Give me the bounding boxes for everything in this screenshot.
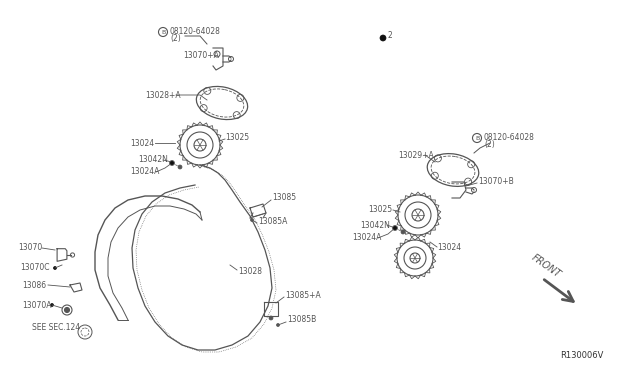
Circle shape — [178, 165, 182, 169]
Circle shape — [51, 304, 54, 307]
Circle shape — [250, 218, 253, 221]
Text: 13070A: 13070A — [22, 301, 51, 310]
Text: (2): (2) — [170, 33, 180, 42]
Text: 13028: 13028 — [238, 267, 262, 276]
Text: 13028+A: 13028+A — [145, 90, 180, 99]
Circle shape — [276, 324, 280, 327]
Circle shape — [269, 316, 273, 320]
Text: 13070+B: 13070+B — [478, 177, 514, 186]
Text: 13029+A: 13029+A — [398, 151, 434, 160]
Text: 13070: 13070 — [18, 244, 42, 253]
Text: 13025: 13025 — [225, 134, 249, 142]
Text: R130006V: R130006V — [560, 350, 604, 359]
Text: 13024: 13024 — [437, 244, 461, 253]
Text: 08120-64028: 08120-64028 — [170, 26, 221, 35]
Text: 13024: 13024 — [130, 138, 154, 148]
Text: 13024A: 13024A — [130, 167, 159, 176]
Text: 08120-64028: 08120-64028 — [484, 132, 535, 141]
Text: 13086: 13086 — [22, 280, 46, 289]
Text: 13070C: 13070C — [20, 263, 49, 273]
Text: B: B — [475, 135, 479, 141]
Text: 13070+A: 13070+A — [183, 51, 219, 60]
Text: B: B — [161, 29, 165, 35]
Text: SEE SEC.124: SEE SEC.124 — [32, 324, 80, 333]
Text: (2): (2) — [484, 140, 495, 148]
Circle shape — [54, 266, 56, 269]
Text: 13025: 13025 — [368, 205, 392, 215]
Text: 2: 2 — [387, 32, 392, 41]
Text: 13085B: 13085B — [287, 315, 316, 324]
Text: FRONT: FRONT — [530, 253, 563, 280]
Text: 13042N: 13042N — [138, 155, 168, 164]
Circle shape — [380, 35, 386, 41]
Text: 13085+A: 13085+A — [285, 291, 321, 299]
Circle shape — [394, 227, 397, 230]
Text: 13042N: 13042N — [360, 221, 390, 230]
Circle shape — [392, 225, 397, 231]
Circle shape — [170, 160, 175, 166]
Text: 13085A: 13085A — [258, 218, 287, 227]
Circle shape — [401, 230, 405, 234]
Circle shape — [65, 308, 70, 312]
Text: 13024A: 13024A — [352, 234, 381, 243]
Text: 13085: 13085 — [272, 193, 296, 202]
Circle shape — [170, 161, 173, 164]
